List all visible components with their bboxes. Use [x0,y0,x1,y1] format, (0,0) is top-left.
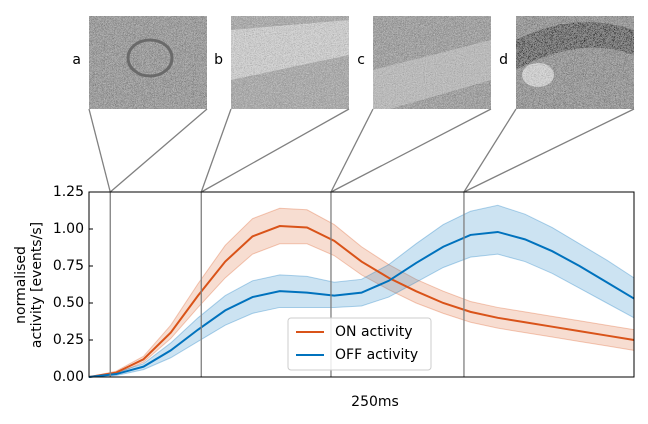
plot-frame [88,191,635,378]
y-tick-label: 1.25 [53,184,84,200]
connector [330,108,492,193]
inset-noise [231,16,349,109]
connector [88,108,111,193]
x-axis-label: 250ms [351,394,399,410]
y-axis-label: activity [events/s] [29,222,45,348]
inset-noise [373,16,491,109]
legend-label: OFF activity [335,347,418,363]
inset-label: a [72,52,81,68]
inset-noise [89,16,207,109]
inset-label: c [357,52,365,68]
connector [200,108,232,193]
connector [200,108,350,193]
y-tick-label: 0.75 [53,258,84,274]
connector [109,108,208,193]
insets [89,16,634,109]
y-axis-label: normalised [13,246,29,324]
y-tick-label: 0.00 [53,369,84,385]
y-tick-label: 0.50 [53,295,84,311]
line [88,225,635,378]
line [88,230,635,378]
y-tick-label: 1.00 [53,221,84,237]
inset-label: b [214,52,223,68]
legend-label: ON activity [335,324,413,340]
inset-noise [516,16,634,109]
connector [463,108,517,193]
y-tick-label: 0.25 [53,332,84,348]
connector [463,108,635,193]
inset-feature [126,38,174,78]
inset-label: d [499,52,508,68]
connector [330,108,374,193]
